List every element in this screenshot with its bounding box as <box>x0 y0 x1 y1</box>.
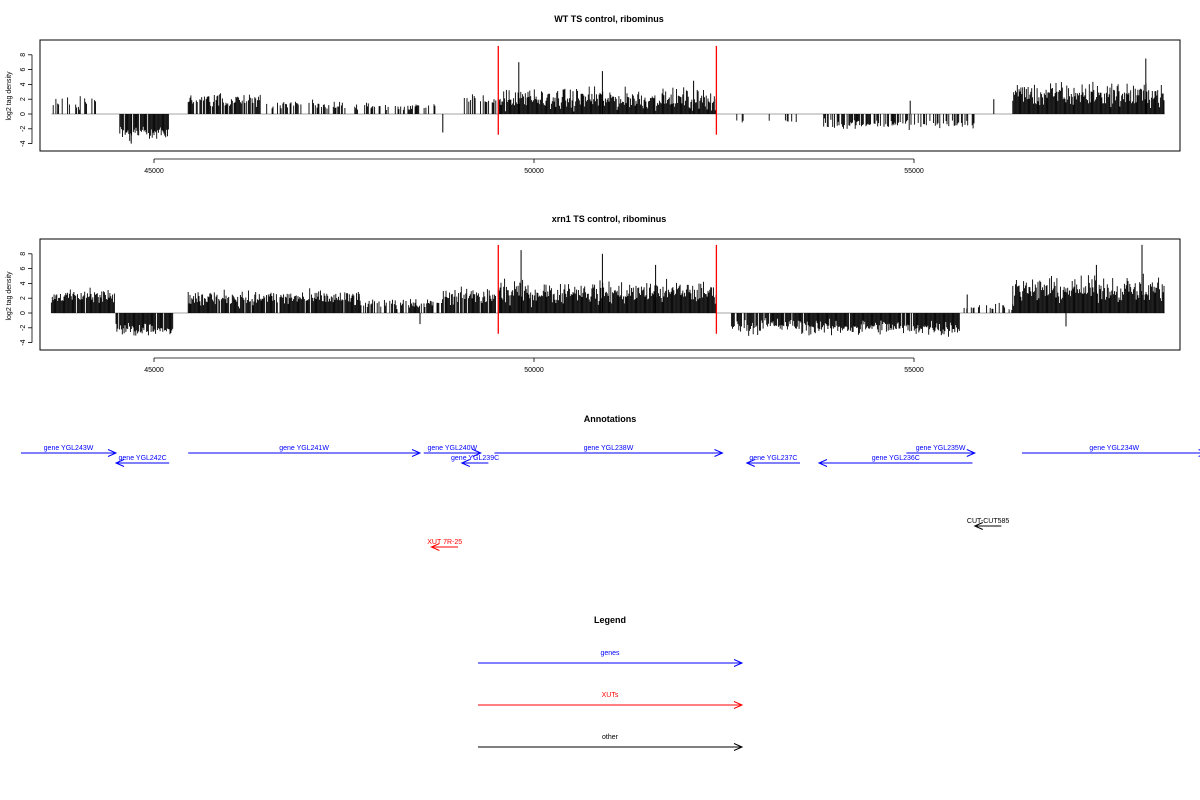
annotation-item: CUT-CUT585 <box>967 518 1010 530</box>
panel-wt-ts-control: WT TS control, ribominus log2 tag densit… <box>6 14 1181 175</box>
annotation-item: gene YGL236C <box>817 455 973 467</box>
panel-xrn1-ts-control: xrn1 TS control, ribominus log2 tag dens… <box>6 214 1181 374</box>
y-axis-wt: -4 -2 0 2 4 6 8 <box>20 53 33 147</box>
bar-series-xrn1 <box>50 244 1165 337</box>
annotation-arrowhead <box>966 449 977 457</box>
annotation-label: gene YGL238W <box>584 445 634 452</box>
y-axis-label-wt: log2 tag density <box>6 71 13 121</box>
y-tick-label: 2 <box>20 97 27 101</box>
y-tick-label: 4 <box>20 82 27 86</box>
panel-title-wt: WT TS control, ribominus <box>554 14 664 24</box>
plot-frame-xrn1 <box>39 238 1181 351</box>
annotation-arrowhead <box>430 543 440 551</box>
y-axis-label-xrn1: log2 tag density <box>6 271 13 321</box>
plot-frame-wt <box>39 39 1181 152</box>
x-tick-label: 50000 <box>524 367 544 374</box>
y-tick-label: -2 <box>20 126 27 132</box>
annotation-arrowhead <box>411 449 422 457</box>
annotation-label: gene YGL240W <box>427 445 477 452</box>
legend-item: XUTs <box>478 692 744 709</box>
y-tick-label: 8 <box>20 53 27 57</box>
annotation-label: gene YGL242C <box>119 455 167 462</box>
annotation-arrowhead <box>472 449 483 457</box>
x-tick-label: 55000 <box>904 168 924 175</box>
y-tick-label: 0 <box>20 112 27 116</box>
legend-title: Legend <box>594 615 626 625</box>
y-axis-xrn1: -4 -2 0 2 4 6 8 <box>20 252 33 346</box>
annotation-item: gene YGL240W <box>423 445 483 457</box>
y-tick-label: 6 <box>20 68 27 72</box>
legend-label: XUTs <box>602 692 619 699</box>
y-tick-label: -4 <box>20 339 27 345</box>
y-tick-label: 0 <box>20 311 27 315</box>
bar-series-wt <box>51 58 1165 144</box>
annotation-arrowhead <box>714 449 724 457</box>
annotation-label: gene YGL239C <box>451 455 499 462</box>
y-tick-label: 4 <box>20 281 27 285</box>
annotation-item: gene YGL239C <box>451 455 499 467</box>
marker-lines-xrn1 <box>497 244 718 334</box>
y-tick-label: 6 <box>20 267 27 271</box>
annotation-item: gene YGL234W <box>1021 445 1200 457</box>
annotations-title: Annotations <box>584 414 637 424</box>
y-tick-label: 2 <box>20 296 27 300</box>
x-tick-label: 50000 <box>524 168 544 175</box>
annotation-label: gene YGL234W <box>1089 445 1139 452</box>
annotation-label: gene YGL236C <box>872 455 920 462</box>
y-tick-label: 8 <box>20 252 27 256</box>
annotation-track: gene YGL243W gene YGL242C gene YGL241W gene… <box>21 445 1200 551</box>
legend: genes XUTs other <box>478 650 744 751</box>
annotation-label: gene YGL237C <box>749 455 797 462</box>
annotation-arrowhead <box>114 459 125 467</box>
y-tick-label: -2 <box>20 325 27 331</box>
annotation-item: gene YGL243W <box>21 445 118 457</box>
x-tick-label: 55000 <box>904 367 924 374</box>
annotation-item: gene YGL237C <box>745 455 800 467</box>
annotation-item: XUT 7R-25 <box>427 539 462 551</box>
annotation-label: gene YGL235W <box>916 445 966 452</box>
x-tick-label: 45000 <box>144 367 164 374</box>
annotation-arrowhead <box>745 459 756 467</box>
annotation-arrowhead <box>733 659 744 667</box>
panel-title-xrn1: xrn1 TS control, ribominus <box>552 214 667 224</box>
annotation-item: gene YGL241W <box>188 445 422 457</box>
annotation-arrowhead <box>107 449 118 457</box>
annotation-label: gene YGL241W <box>279 445 329 452</box>
annotation-arrowhead <box>460 459 471 467</box>
x-axis-wt: 45000 50000 55000 <box>144 158 924 175</box>
x-axis-xrn1: 45000 50000 55000 <box>144 357 924 374</box>
annotation-arrowhead <box>733 743 744 751</box>
annotation-arrowhead <box>973 522 984 530</box>
x-tick-label: 45000 <box>144 168 164 175</box>
y-tick-label: -4 <box>20 140 27 146</box>
legend-item: genes <box>478 650 744 667</box>
annotation-label: gene YGL243W <box>44 445 94 452</box>
annotation-label: XUT 7R-25 <box>427 539 462 546</box>
annotation-item: gene YGL238W <box>494 445 724 457</box>
legend-label: other <box>602 734 619 741</box>
legend-item: other <box>478 734 744 751</box>
annotation-item: gene YGL235W <box>906 445 977 457</box>
annotation-item: gene YGL242C <box>114 455 170 467</box>
annotation-arrowhead <box>817 459 828 467</box>
annotation-arrowhead <box>733 701 744 709</box>
legend-label: genes <box>600 650 620 657</box>
marker-lines-wt <box>497 45 718 135</box>
annotation-label: CUT-CUT585 <box>967 518 1010 525</box>
